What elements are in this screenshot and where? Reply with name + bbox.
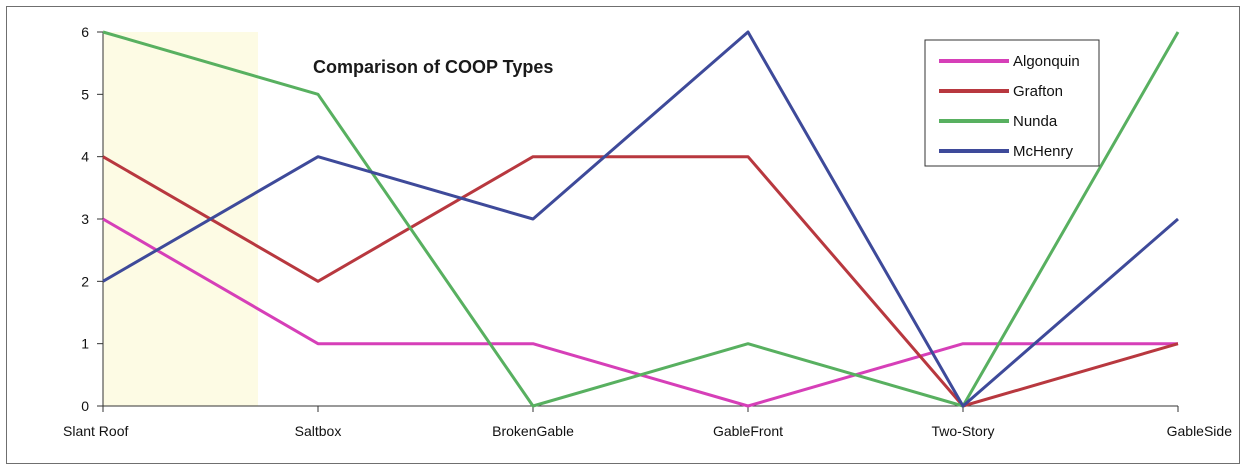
y-axis: 0 1 2 3 4 5 6	[81, 24, 104, 414]
x-tick-label: BrokenGable	[492, 423, 574, 439]
legend-label: McHenry	[1013, 143, 1074, 160]
series-lines	[102, 30, 1180, 408]
y-tick-label: 6	[81, 24, 89, 40]
y-tick-label: 1	[81, 336, 89, 352]
y-tick-label: 0	[81, 398, 89, 414]
series-line-mchenry	[102, 30, 1179, 408]
chart-frame: 0 1 2 3 4 5 6 Slant Roof Saltbox BrokenGable Gabl…	[6, 6, 1240, 464]
x-tick-label: Slant Roof	[63, 423, 128, 439]
series-line-nunda	[102, 30, 1180, 408]
y-tick-label: 3	[81, 211, 89, 227]
highlight-band	[103, 32, 258, 406]
y-tick-label: 4	[81, 149, 89, 165]
legend-label: Grafton	[1013, 83, 1063, 100]
x-tick-label: GableSide	[1167, 423, 1233, 439]
series-line-grafton	[102, 155, 1179, 408]
legend-label: Algonquin	[1013, 53, 1080, 70]
x-axis: Slant Roof Saltbox BrokenGable GableFront Tw…	[63, 405, 1233, 439]
legend-label: Nunda	[1013, 113, 1058, 130]
line-chart: 0 1 2 3 4 5 6 Slant Roof Saltbox BrokenGable Gabl…	[63, 24, 1233, 439]
x-tick-label: GableFront	[713, 423, 783, 439]
y-tick-label: 5	[81, 86, 89, 102]
legend-box	[924, 39, 1100, 167]
x-tick-label: Two-Story	[931, 423, 994, 439]
legend: Algonquin Grafton Nunda McHenry	[924, 39, 1100, 167]
y-tick-label: 2	[81, 273, 89, 289]
x-tick-label: Saltbox	[295, 423, 342, 439]
chart-title: Comparison of COOP Types	[313, 57, 553, 77]
